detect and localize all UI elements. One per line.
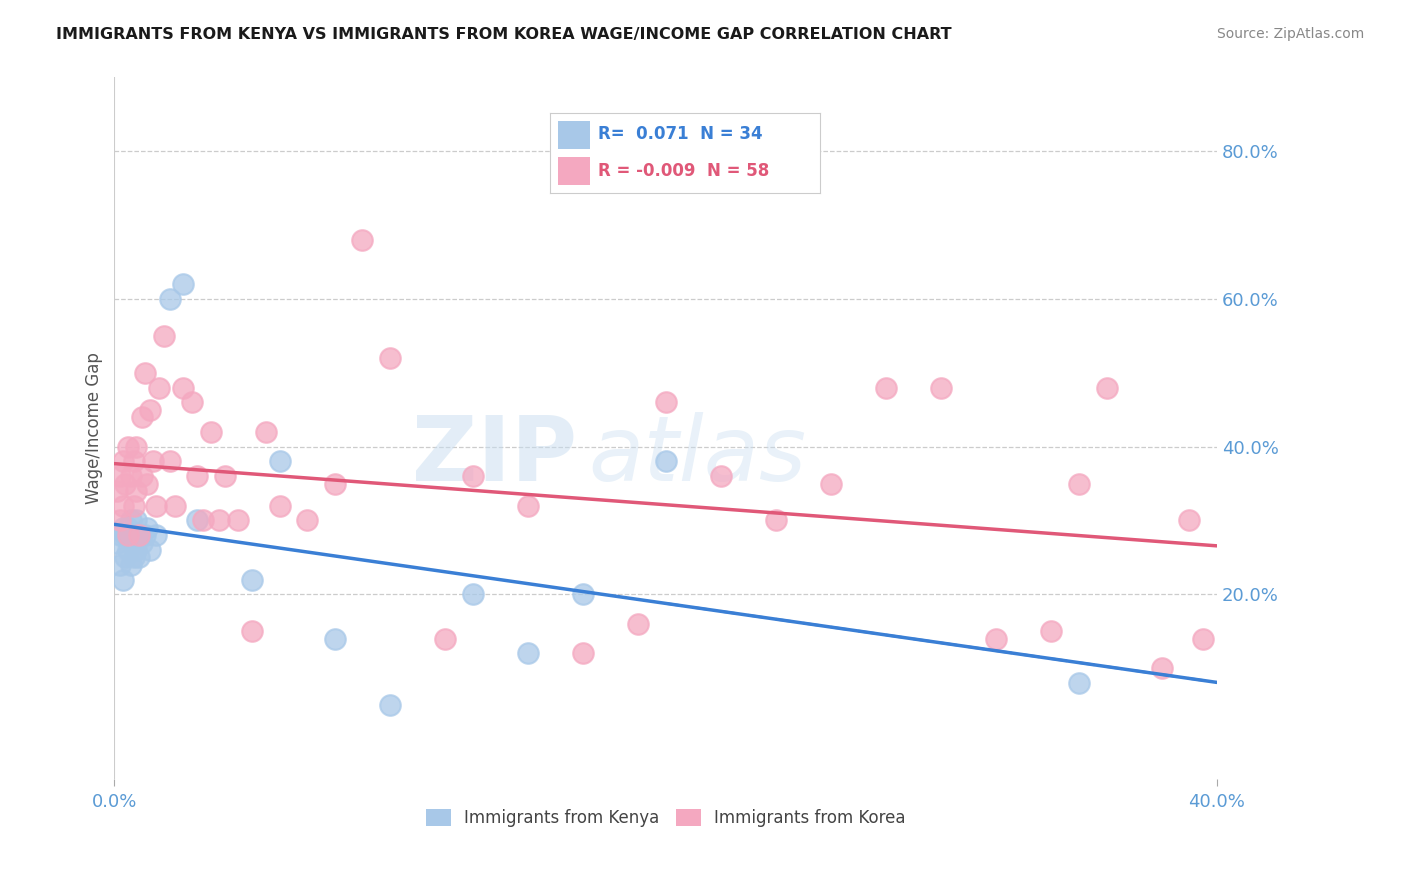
Point [139, 543, 162, 558]
Point [875, 380, 897, 394]
Point [1040, 624, 1063, 639]
Point [323, 632, 346, 646]
Point [134, 366, 156, 380]
Point [139, 402, 162, 417]
Y-axis label: Wage/Income Gap: Wage/Income Gap [86, 352, 103, 504]
Point [105, 535, 128, 549]
Point [145, 528, 167, 542]
Text: ZIP: ZIP [412, 412, 578, 500]
Point [1067, 676, 1090, 690]
Text: atlas: atlas [589, 412, 807, 500]
Point [929, 380, 952, 394]
Point [136, 476, 159, 491]
Point [108, 513, 131, 527]
Point [122, 454, 145, 468]
Point [516, 647, 538, 661]
Point [111, 521, 134, 535]
Legend: Immigrants from Kenya, Immigrants from Korea: Immigrants from Kenya, Immigrants from K… [419, 802, 912, 834]
Point [120, 558, 142, 572]
Point [122, 499, 145, 513]
Point [820, 476, 842, 491]
Point [128, 528, 150, 542]
Point [120, 469, 142, 483]
Point [1150, 661, 1173, 675]
Point [516, 499, 538, 513]
Point [125, 543, 148, 558]
Point [131, 469, 153, 483]
Point [131, 410, 153, 425]
Point [434, 632, 457, 646]
Point [108, 558, 131, 572]
Point [1192, 632, 1215, 646]
Point [108, 528, 131, 542]
Point [128, 550, 150, 565]
Point [117, 528, 139, 542]
Point [105, 483, 128, 498]
Point [378, 698, 401, 712]
Point [654, 395, 676, 409]
Point [572, 587, 595, 601]
Point [125, 483, 148, 498]
Point [186, 469, 208, 483]
Point [125, 513, 148, 527]
Point [254, 425, 277, 439]
Point [145, 499, 167, 513]
Point [128, 528, 150, 542]
Point [153, 329, 176, 343]
Point [114, 476, 136, 491]
Text: IMMIGRANTS FROM KENYA VS IMMIGRANTS FROM KOREA WAGE/INCOME GAP CORRELATION CHART: IMMIGRANTS FROM KENYA VS IMMIGRANTS FROM… [56, 27, 952, 42]
Point [117, 521, 139, 535]
Point [654, 454, 676, 468]
Point [136, 521, 159, 535]
Point [627, 616, 650, 631]
Point [572, 647, 595, 661]
Point [323, 476, 346, 491]
Point [765, 513, 787, 527]
Point [111, 573, 134, 587]
Point [269, 454, 291, 468]
Point [986, 632, 1008, 646]
Point [710, 469, 733, 483]
Point [214, 469, 236, 483]
Point [1067, 476, 1090, 491]
Point [461, 469, 484, 483]
Point [172, 380, 194, 394]
Point [297, 513, 319, 527]
Point [352, 233, 374, 247]
Point [461, 587, 484, 601]
Point [240, 573, 263, 587]
Point [172, 277, 194, 292]
Point [111, 499, 134, 513]
Point [108, 469, 131, 483]
Point [186, 513, 208, 527]
Point [117, 440, 139, 454]
Point [163, 499, 186, 513]
Point [159, 454, 181, 468]
Point [142, 454, 165, 468]
Point [1178, 513, 1201, 527]
Point [148, 380, 170, 394]
Text: Source: ZipAtlas.com: Source: ZipAtlas.com [1216, 27, 1364, 41]
Point [200, 425, 222, 439]
Point [191, 513, 214, 527]
Point [269, 499, 291, 513]
Point [134, 528, 156, 542]
Point [240, 624, 263, 639]
Point [120, 513, 142, 527]
Point [1095, 380, 1118, 394]
Point [114, 528, 136, 542]
Point [122, 528, 145, 542]
Point [111, 454, 134, 468]
Point [228, 513, 250, 527]
Point [114, 550, 136, 565]
Point [180, 395, 202, 409]
Point [125, 440, 148, 454]
Point [208, 513, 231, 527]
Point [122, 550, 145, 565]
Point [117, 543, 139, 558]
Point [378, 351, 401, 365]
Point [159, 292, 181, 306]
Point [131, 535, 153, 549]
